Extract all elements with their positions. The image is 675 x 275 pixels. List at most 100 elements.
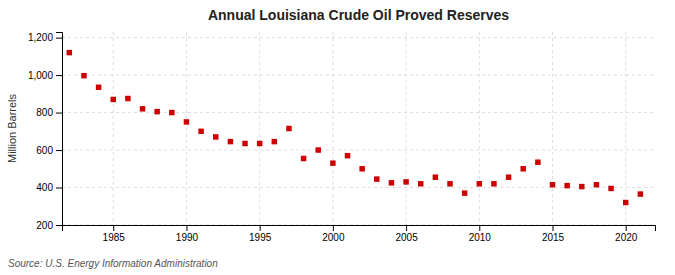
tick: 1990 bbox=[176, 225, 199, 243]
tick-mark bbox=[56, 75, 62, 76]
tick-mark bbox=[626, 225, 627, 231]
tick-mark bbox=[333, 225, 334, 231]
point bbox=[257, 141, 262, 146]
point bbox=[594, 182, 599, 187]
tick-label: 1,200 bbox=[28, 32, 53, 43]
point bbox=[608, 186, 613, 191]
tick-label: 2005 bbox=[395, 232, 418, 243]
tick: 2015 bbox=[542, 225, 565, 243]
axis-line bbox=[63, 226, 656, 232]
point bbox=[447, 181, 452, 186]
tick-label: 1990 bbox=[176, 232, 199, 243]
tick: 1,000 bbox=[28, 70, 62, 81]
point bbox=[564, 183, 569, 188]
point bbox=[433, 174, 438, 179]
tick-mark bbox=[56, 38, 62, 39]
tick-label: 2000 bbox=[322, 232, 345, 243]
tick: 600 bbox=[36, 145, 62, 156]
point bbox=[403, 179, 408, 184]
tick: 1985 bbox=[103, 225, 126, 243]
tick-label: 400 bbox=[36, 182, 53, 193]
tick: 2020 bbox=[615, 225, 638, 243]
tick: 1995 bbox=[249, 225, 272, 243]
point bbox=[638, 191, 643, 196]
point bbox=[169, 110, 174, 115]
point bbox=[198, 129, 203, 134]
point bbox=[579, 184, 584, 189]
point bbox=[359, 166, 364, 171]
tick-label: 600 bbox=[36, 145, 53, 156]
point bbox=[330, 160, 335, 165]
point bbox=[96, 85, 101, 90]
grid-line bbox=[62, 75, 655, 76]
point bbox=[213, 134, 218, 139]
point bbox=[272, 139, 277, 144]
y-axis-title: Million Barrels bbox=[6, 93, 18, 163]
tick-label: 800 bbox=[36, 107, 53, 118]
point bbox=[389, 180, 394, 185]
tick-mark bbox=[56, 188, 62, 189]
y-axis: 200 400 600 800 1,000 1,200 bbox=[28, 32, 63, 230]
point bbox=[140, 106, 145, 111]
grid-line bbox=[62, 37, 655, 38]
point bbox=[506, 174, 511, 179]
tick-label: 2015 bbox=[542, 232, 565, 243]
tick-mark bbox=[260, 225, 261, 231]
tick: 2010 bbox=[469, 225, 492, 243]
grid-line bbox=[406, 32, 407, 225]
title: Annual Louisiana Crude Oil Proved Reserv… bbox=[208, 7, 509, 23]
grid-line bbox=[62, 112, 655, 113]
tick-label: 1985 bbox=[103, 232, 126, 243]
point bbox=[125, 96, 130, 101]
point bbox=[550, 182, 555, 187]
chart: 1985 1990 1995 2000 2005 2010 2015 2020 200 400 60… bbox=[0, 0, 675, 275]
point bbox=[462, 190, 467, 195]
point bbox=[315, 147, 320, 152]
point bbox=[111, 97, 116, 102]
annotation: Source: U.S. Energy Information Administ… bbox=[8, 258, 218, 269]
point bbox=[535, 159, 540, 164]
grid-line bbox=[62, 150, 655, 151]
grid bbox=[62, 32, 655, 225]
x-axis: 1985 1990 1995 2000 2005 2010 2015 2020 bbox=[63, 225, 656, 243]
grid-line bbox=[113, 32, 114, 225]
point bbox=[374, 176, 379, 181]
grid-line bbox=[259, 32, 260, 225]
grid-line bbox=[332, 32, 333, 225]
tick-mark bbox=[553, 225, 554, 231]
tick-mark bbox=[406, 225, 407, 231]
tick-label: 2010 bbox=[469, 232, 492, 243]
point bbox=[67, 50, 72, 55]
tick-mark bbox=[479, 225, 480, 231]
plot-area: 1985 1990 1995 2000 2005 2010 2015 2020 200 400 60… bbox=[28, 32, 656, 243]
tick-mark bbox=[56, 113, 62, 114]
tick-label: 2020 bbox=[615, 232, 638, 243]
point bbox=[418, 181, 423, 186]
tick-mark bbox=[186, 225, 187, 231]
tick: 1,200 bbox=[28, 32, 62, 43]
tick-mark bbox=[113, 225, 114, 231]
marks bbox=[67, 50, 644, 205]
tick-label: 1995 bbox=[249, 232, 272, 243]
point bbox=[228, 139, 233, 144]
point bbox=[81, 73, 86, 78]
grid-line bbox=[186, 32, 187, 225]
tick-mark bbox=[56, 150, 62, 151]
tick-label: 200 bbox=[36, 220, 53, 231]
grid-line bbox=[479, 32, 480, 225]
axis-line bbox=[56, 33, 63, 226]
tick-mark bbox=[56, 225, 62, 226]
point bbox=[520, 166, 525, 171]
tick: 2005 bbox=[395, 225, 418, 243]
point bbox=[301, 156, 306, 161]
tick: 800 bbox=[36, 107, 62, 118]
point bbox=[345, 153, 350, 158]
point bbox=[242, 141, 247, 146]
grid-line bbox=[552, 32, 553, 225]
point bbox=[477, 181, 482, 186]
point bbox=[184, 119, 189, 124]
point bbox=[154, 109, 159, 114]
tick-label: 1,000 bbox=[28, 70, 53, 81]
tick: 2000 bbox=[322, 225, 345, 243]
grid-line bbox=[625, 32, 626, 225]
